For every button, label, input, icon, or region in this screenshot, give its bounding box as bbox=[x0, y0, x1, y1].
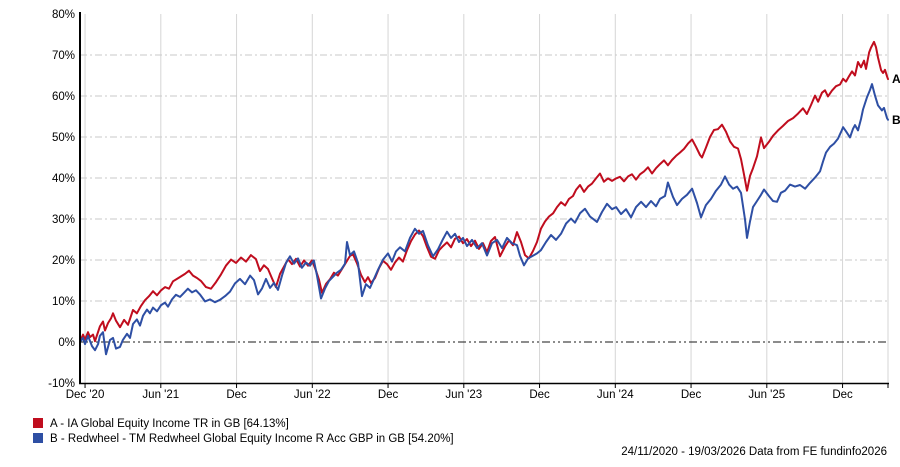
series-line-a bbox=[79, 40, 889, 343]
series-lines bbox=[79, 40, 889, 356]
series-b-end-label: B bbox=[892, 113, 900, 127]
x-axis-ticks bbox=[84, 383, 889, 388]
y-axis-label: 60% bbox=[52, 91, 75, 103]
axes bbox=[79, 12, 889, 385]
y-axis-label: 30% bbox=[52, 214, 75, 226]
y-axis-label: 50% bbox=[52, 132, 75, 144]
x-axis-labels: Dec '20 Jun '21 Dec Jun '22 Dec Jun '23 Dec Jun… bbox=[66, 389, 853, 401]
legend-swatch-b bbox=[33, 433, 43, 443]
x-axis-label: Dec bbox=[226, 389, 247, 401]
x-axis-label: Jun '23 bbox=[445, 389, 482, 401]
x-axis-label: Jun '22 bbox=[294, 389, 331, 401]
x-axis-label: Dec bbox=[832, 389, 853, 401]
legend: A - IA Global Equity Income TR in GB [64… bbox=[33, 418, 454, 445]
x-axis-label: Dec '20 bbox=[66, 389, 105, 401]
series-a-end-label: A bbox=[892, 72, 900, 86]
y-axis-label: 80% bbox=[52, 9, 75, 21]
x-axis-label: Dec bbox=[378, 389, 399, 401]
y-axis-label: -10% bbox=[48, 378, 75, 390]
x-axis-label: Jun '25 bbox=[748, 389, 785, 401]
y-axis-label: 20% bbox=[52, 255, 75, 267]
legend-label-a: A - IA Global Equity Income TR in GB [64… bbox=[50, 418, 289, 430]
vertical-gridlines bbox=[84, 14, 889, 383]
y-axis-label: 40% bbox=[52, 173, 75, 185]
y-axis-label: 70% bbox=[52, 50, 75, 62]
x-axis-label: Jun '24 bbox=[597, 389, 634, 401]
footer-source-text: 24/11/2020 - 19/03/2026 Data from FE fun… bbox=[621, 446, 887, 458]
legend-label-b: B - Redwheel - TM Redwheel Global Equity… bbox=[50, 433, 454, 445]
series-line-b bbox=[79, 83, 889, 356]
x-axis-label: Dec bbox=[529, 389, 550, 401]
y-axis-label: 10% bbox=[52, 296, 75, 308]
legend-swatch-a bbox=[33, 418, 43, 428]
x-axis-label: Dec bbox=[681, 389, 702, 401]
y-axis-label: 0% bbox=[58, 337, 75, 349]
y-axis-labels: 80% 70% 60% 50% 40% 30% 20% 10% 0% -10% bbox=[48, 9, 75, 390]
x-axis-label: Jun '21 bbox=[142, 389, 179, 401]
